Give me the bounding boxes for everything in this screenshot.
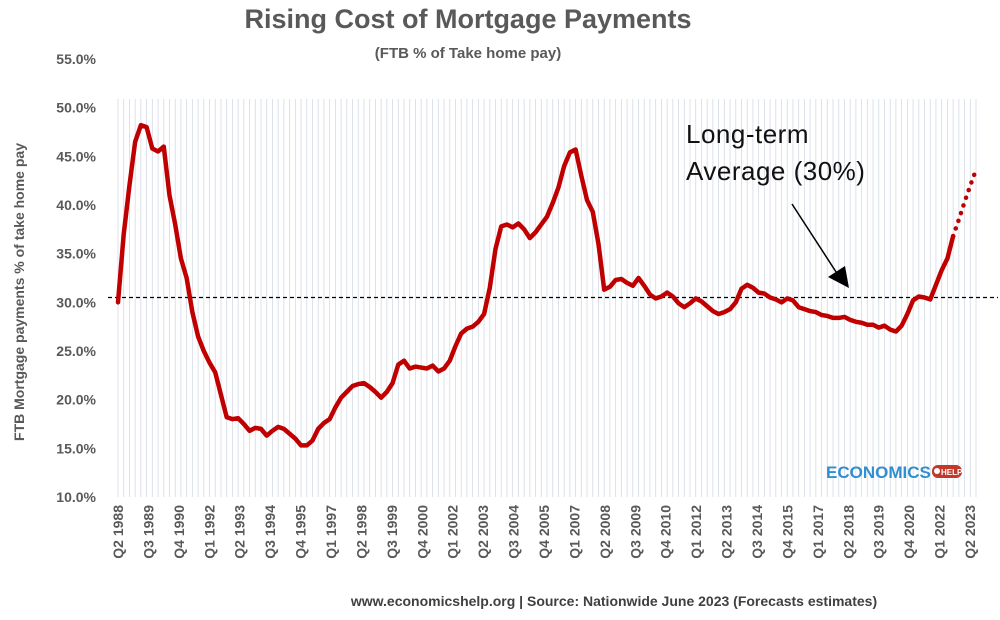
y-tick-label: 30.0%: [56, 294, 96, 310]
y-tick-label: 20.0%: [56, 392, 96, 408]
y-tick-label: 25.0%: [56, 343, 96, 359]
x-tick-label: Q3 2014: [749, 505, 765, 559]
x-tick-label: Q2 2018: [840, 505, 856, 559]
x-tick-label: Q1 2017: [810, 505, 826, 559]
x-tick-label: Q4 1995: [293, 505, 309, 559]
x-tick-label: Q1 1997: [323, 505, 339, 559]
x-tick-label: Q3 1999: [384, 505, 400, 559]
source-note: www.economicshelp.org | Source: Nationwi…: [350, 593, 877, 609]
mortgage-payment-line: [115, 122, 956, 448]
x-tick-label: Q2 2003: [475, 505, 491, 559]
x-tick-label: Q1 2012: [688, 505, 704, 559]
x-tick-label: Q4 2005: [536, 505, 552, 559]
logo-badge: HELP: [941, 468, 963, 477]
series-group: [115, 122, 979, 448]
forecast-line: [950, 167, 979, 239]
chart-title: Rising Cost of Mortgage Payments: [244, 4, 691, 34]
y-tick-label: 35.0%: [56, 246, 96, 262]
x-axis-ticks: Q2 1988 Q3 1989 Q4 1990 Q1 1992 Q2 1993 Q3 19…: [110, 505, 978, 559]
x-tick-label: Q2 1988: [110, 505, 126, 559]
economics-help-logo: ECONOMICS HELP: [826, 463, 963, 482]
annotation-line-2: Average (30%): [686, 156, 865, 186]
x-tick-label: Q4 2020: [901, 505, 917, 559]
y-tick-label: 40.0%: [56, 197, 96, 213]
x-tick-label: Q2 1993: [232, 505, 248, 559]
x-tick-label: Q2 2013: [719, 505, 735, 559]
logo-text: ECONOMICS: [826, 463, 931, 482]
chart-subtitle: (FTB % of Take home pay): [375, 45, 561, 62]
x-tick-label: Q1 2002: [445, 505, 461, 559]
annotation-line-1: Long-term: [686, 119, 809, 149]
annotation-arrow: [791, 203, 849, 288]
y-tick-label: 15.0%: [56, 440, 96, 456]
x-tick-label: Q3 2009: [627, 505, 643, 559]
x-tick-label: Q1 1992: [201, 505, 217, 559]
y-tick-label: 45.0%: [56, 148, 96, 164]
x-tick-label: Q3 1989: [140, 505, 156, 559]
x-tick-label: Q4 2015: [779, 505, 795, 559]
y-tick-label: 50.0%: [56, 100, 96, 116]
y-axis-ticks: 10.0% 15.0% 20.0% 25.0% 30.0% 35.0% 40.0% 45.0%…: [56, 51, 96, 505]
x-tick-label: Q2 2008: [597, 505, 613, 559]
x-tick-label: Q3 1994: [262, 505, 278, 559]
x-tick-label: Q1 2007: [566, 505, 582, 559]
x-tick-label: Q2 2023: [962, 505, 978, 559]
y-axis-label: FTB Mortgage payments % of take home pay: [11, 143, 27, 441]
x-tick-label: Q3 2019: [871, 505, 887, 559]
x-tick-label: Q4 2000: [414, 505, 430, 559]
x-tick-label: Q1 2022: [932, 505, 948, 559]
x-tick-label: Q3 2004: [506, 505, 522, 559]
x-tick-label: Q4 1990: [171, 505, 187, 559]
y-tick-label: 10.0%: [56, 489, 96, 505]
y-tick-label: 55.0%: [56, 51, 96, 67]
x-tick-label: Q2 1998: [353, 505, 369, 559]
x-tick-label: Q4 2010: [658, 505, 674, 559]
